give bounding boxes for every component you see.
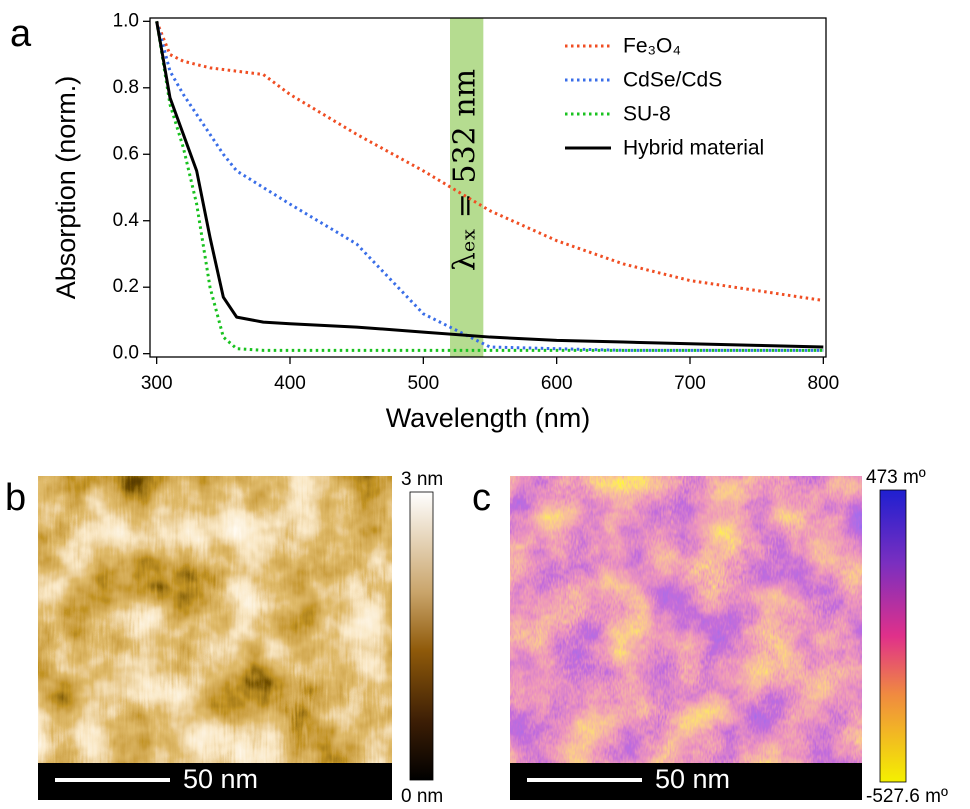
x-tick-label: 700: [674, 373, 706, 394]
colorbar-min: 0 nm: [401, 786, 443, 807]
colorbar-max: 3 nm: [401, 469, 443, 490]
scale-bar-label: 50 nm: [655, 764, 730, 794]
series-line: [155, 21, 824, 349]
panel-label: b: [5, 477, 26, 519]
y-tick-label: 0.6: [113, 143, 139, 164]
x-tick-label: 600: [541, 373, 573, 394]
legend-label: Hybrid material: [623, 137, 764, 160]
afm-phase-image: [510, 476, 862, 800]
legend-label: SU-8: [623, 103, 671, 126]
colorbar-max: 473 mº: [866, 467, 926, 488]
y-tick-label: 0.8: [113, 77, 139, 98]
absorption-chart: λₑₓ = 532 nm 0.0 0.2 0.4 0.6 0.8 1.0 300 400 500 6…: [51, 10, 839, 433]
panel-label: c: [472, 477, 491, 519]
afm-height-image: [38, 476, 392, 800]
panel-label: a: [10, 13, 32, 55]
y-axis-label: Absorption (norm.): [51, 76, 81, 300]
legend-label: Fe₃O₄: [623, 35, 681, 58]
y-tick-label: 1.0: [113, 10, 139, 31]
x-axis-label: Wavelength (nm): [386, 403, 591, 433]
x-tick-label: 300: [141, 373, 173, 394]
x-tick-label: 400: [274, 373, 306, 394]
legend-label: CdSe/CdS: [623, 69, 722, 92]
y-tick-label: 0.4: [113, 210, 140, 231]
colorbar-min: -527.6 mº: [866, 786, 948, 807]
band-label: λₑₓ = 532 nm: [448, 69, 483, 271]
colorbar: [409, 491, 434, 781]
x-tick-label: 500: [407, 373, 439, 394]
y-tick-label: 0.2: [113, 276, 139, 297]
x-tick-label: 800: [807, 373, 839, 394]
scale-bar-label: 50 nm: [183, 764, 258, 794]
series-line: [155, 20, 824, 302]
y-tick-label: 0.0: [113, 343, 139, 364]
series-line: [155, 20, 824, 352]
plot-frame: [149, 17, 827, 358]
colorbar: [879, 489, 907, 783]
excitation-band: [450, 18, 484, 357]
series-line: [155, 21, 824, 352]
